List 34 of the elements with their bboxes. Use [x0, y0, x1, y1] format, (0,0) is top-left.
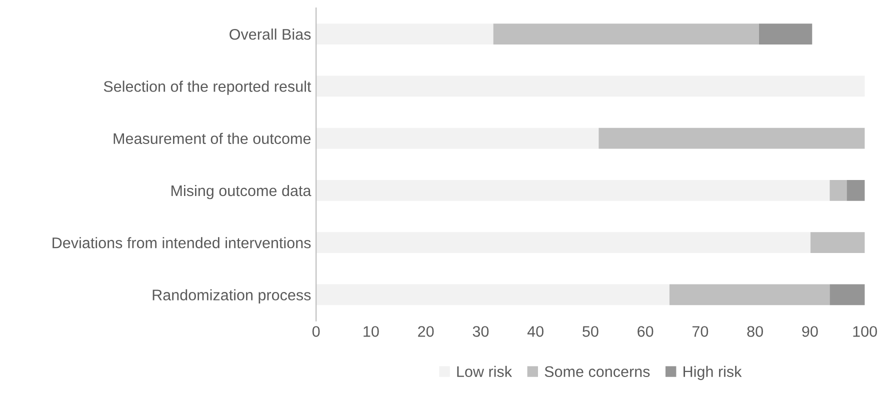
y-tick-label: Randomization process — [152, 289, 311, 304]
y-tick-label: Overall Bias — [230, 28, 311, 40]
x-tick-label: 60 — [638, 326, 654, 337]
bar — [830, 284, 865, 306]
bar — [846, 180, 865, 201]
bar — [316, 232, 811, 254]
bar — [316, 24, 494, 45]
y-tick-label: Mising outcome data — [172, 184, 312, 200]
y-tick-label: Deviations from intended interventions — [52, 237, 311, 248]
bar — [830, 180, 847, 201]
bar — [316, 180, 830, 201]
x-tick-label: 90 — [802, 326, 818, 337]
x-tick-label: 10 — [364, 326, 379, 337]
bar — [493, 24, 759, 45]
bar — [669, 284, 830, 306]
x-tick-label: 80 — [747, 326, 763, 337]
x-tick-label: 20 — [418, 326, 434, 337]
x-tick-label: 30 — [472, 326, 489, 337]
bar — [316, 128, 599, 149]
bar — [316, 284, 670, 306]
x-tick-label: 70 — [692, 326, 708, 337]
x-tick-label: 40 — [527, 326, 544, 337]
bar — [598, 128, 865, 149]
legend-label: High risk — [684, 366, 742, 380]
x-tick-label: 50 — [582, 326, 598, 337]
bar — [810, 232, 865, 254]
y-tick-label: Selection of the reported result — [104, 80, 312, 95]
x-tick-label: 0 — [312, 326, 320, 337]
legend-label: Some concerns — [544, 366, 650, 378]
bar — [316, 76, 865, 97]
x-tick-label: 100 — [853, 326, 877, 337]
y-tick-label: Measurement of the outcome — [114, 132, 311, 144]
bar — [758, 24, 812, 45]
legend-label: Low risk — [457, 366, 512, 378]
